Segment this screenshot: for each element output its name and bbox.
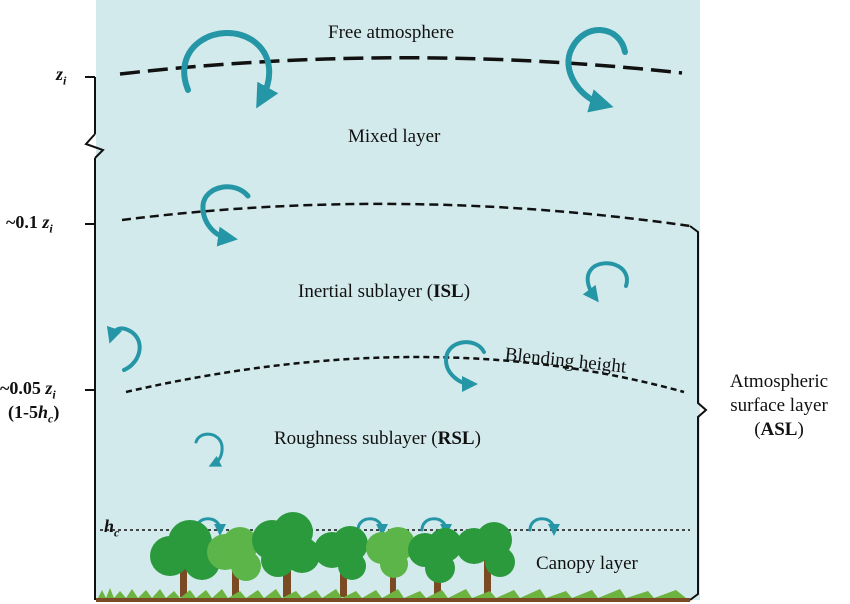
rsl-label: Roughness sublayer (RSL): [274, 428, 481, 449]
blending-height-line: [125, 355, 685, 394]
tree: [366, 527, 415, 578]
eddy-arrow: [443, 340, 486, 392]
eddy-arrow: [200, 184, 251, 247]
hc-axis-label: hc: [104, 516, 120, 540]
eddy-arrow: [356, 517, 388, 536]
eddy-arrow: [582, 261, 629, 303]
tree: [456, 522, 515, 577]
eddy-arrow: [528, 517, 560, 536]
canopy-trees: [150, 512, 515, 597]
tenth-zi-axis-label: ~0.1 zi: [6, 212, 53, 236]
asl-line-3: (ASL): [754, 419, 804, 440]
isl-label: Inertial sublayer (ISL): [298, 281, 471, 302]
eddy-arrow: [420, 517, 452, 536]
ground: [96, 598, 690, 602]
tree: [207, 527, 261, 581]
tree: [408, 528, 462, 583]
eddy-arrow: [565, 27, 628, 113]
zi-boundary-line: [119, 56, 683, 76]
zi-axis-label: zi: [56, 64, 67, 88]
eddy-arrow: [181, 30, 279, 109]
eddy-arrow: [106, 325, 142, 372]
asl-label: Atmospheric surface layer (ASL): [708, 370, 850, 442]
grass: [98, 588, 686, 598]
asl-line-2: surface layer: [730, 395, 828, 416]
asl-brace: [689, 225, 708, 601]
tree: [314, 526, 368, 580]
eddies: [106, 27, 629, 536]
canopy-layer-label: Canopy layer: [536, 553, 638, 574]
hc-range-axis-label: (1-5hc): [8, 402, 60, 426]
mixed-layer-label: Mixed layer: [348, 126, 441, 147]
twentieth-zi-axis-label: ~0.05 zi: [0, 378, 56, 402]
height-axis: [84, 76, 105, 600]
asl-line-1: Atmospheric: [729, 371, 829, 392]
free-atmosphere-label: Free atmosphere: [328, 22, 455, 43]
eddy-arrow: [194, 432, 224, 467]
isl-top-boundary-line: [121, 202, 691, 228]
tree: [252, 512, 320, 577]
